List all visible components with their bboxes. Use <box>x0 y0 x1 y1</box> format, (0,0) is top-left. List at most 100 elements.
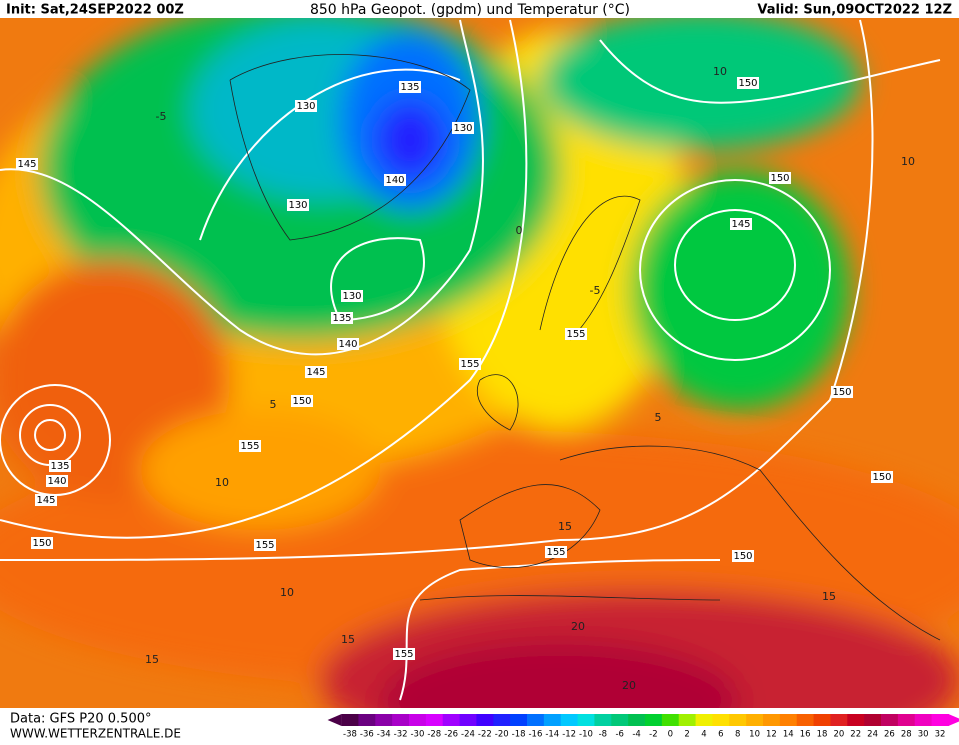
temperature-label: 20 <box>571 620 585 633</box>
temperature-label: -5 <box>590 284 601 297</box>
label-box <box>737 77 759 89</box>
geopotential-label: 130 <box>288 200 307 211</box>
scale-arrow-left <box>327 714 342 726</box>
scale-tick-label: 22 <box>850 730 861 740</box>
label-box <box>16 158 38 170</box>
scale-cell <box>813 714 831 726</box>
scale-cell <box>476 714 494 726</box>
geopotential-label: 150 <box>872 472 891 483</box>
label-box <box>871 471 893 483</box>
scale-cell <box>543 714 562 726</box>
scale-cell <box>931 714 949 726</box>
scale-cell <box>577 714 595 726</box>
scale-cell <box>527 714 545 726</box>
scale-cell <box>560 714 579 726</box>
scale-cell <box>678 714 697 726</box>
scale-cell <box>847 714 865 726</box>
scale-cell <box>661 714 680 726</box>
scale-cell <box>409 714 427 726</box>
label-box <box>831 386 853 398</box>
label-box <box>31 537 53 549</box>
scale-tick-label: -4 <box>632 730 640 740</box>
geopotential-label: 130 <box>342 291 361 302</box>
valid-time: Valid: Sun,09OCT2022 12Z <box>757 3 952 18</box>
label-box <box>393 648 415 660</box>
scale-tick-label: -38 <box>343 730 357 740</box>
scale-tick-label: -34 <box>377 730 391 740</box>
scale-tick-label: 32 <box>935 730 946 740</box>
geopotential-label: 150 <box>292 396 311 407</box>
scale-cell <box>375 714 393 726</box>
label-box <box>730 218 752 230</box>
temperature-label: 10 <box>713 65 727 78</box>
geopotential-label: 140 <box>385 175 404 186</box>
scale-cell <box>729 714 747 726</box>
scale-cell <box>712 714 730 726</box>
scale-cell <box>341 714 359 726</box>
geopotential-label: 145 <box>17 159 36 170</box>
scale-tick-label: -26 <box>444 730 458 740</box>
scale-tick-label: 16 <box>800 730 811 740</box>
scale-cell <box>830 714 848 726</box>
temperature-label: 10 <box>901 155 915 168</box>
scale-cell <box>881 714 899 726</box>
geopotential-label: 155 <box>460 359 479 370</box>
scale-tick-label: -28 <box>427 730 441 740</box>
scale-cell <box>763 714 781 726</box>
header-bar <box>0 0 959 18</box>
geopotential-label: 145 <box>36 495 55 506</box>
scale-cell <box>897 714 916 726</box>
geopotential-label: 145 <box>306 367 325 378</box>
scale-tick-label: -20 <box>495 730 509 740</box>
coastlines <box>229 54 941 641</box>
label-box <box>35 494 57 506</box>
geopotential-label: 150 <box>32 538 51 549</box>
scale-cell <box>611 714 629 726</box>
label-box <box>545 546 567 558</box>
geopotential-label: 150 <box>733 551 752 562</box>
geopotential-label: 155 <box>546 547 565 558</box>
label-box <box>305 366 327 378</box>
label-box <box>565 328 587 340</box>
geopotential-label: 155 <box>255 540 274 551</box>
scale-cell <box>628 714 646 726</box>
map-title: 850 hPa Geopot. (gpdm) und Temperatur (°… <box>310 2 630 18</box>
geopotential-label: 130 <box>296 101 315 112</box>
label-box <box>239 440 261 452</box>
scale-tick-label: 26 <box>884 730 895 740</box>
scale-tick-label: 28 <box>901 730 912 740</box>
scale-cell <box>358 714 376 726</box>
temperature-label: 15 <box>558 520 572 533</box>
scale-tick-label: -36 <box>360 730 374 740</box>
label-box <box>254 539 276 551</box>
geopotential-label: 155 <box>566 329 585 340</box>
scale-cell <box>864 714 882 726</box>
scale-tick-label: 30 <box>918 730 929 740</box>
scale-tick-label: -16 <box>528 730 542 740</box>
scale-cell <box>442 714 461 726</box>
geopotential-label: 135 <box>50 461 69 472</box>
temperature-label: 0 <box>516 224 523 237</box>
geopotential-label: 150 <box>832 387 851 398</box>
temperature-label: 20 <box>622 679 636 692</box>
temperature-label: 5 <box>655 411 662 424</box>
temperature-label: 15 <box>145 653 159 666</box>
label-box <box>295 100 317 112</box>
scale-cell <box>645 714 663 726</box>
scale-tick-label: 18 <box>817 730 828 740</box>
scale-cell <box>594 714 612 726</box>
scale-tick-label: 24 <box>867 730 878 740</box>
geopotential-label: 140 <box>47 476 66 487</box>
scale-tick-label: -14 <box>545 730 559 740</box>
label-box <box>337 338 359 350</box>
geopotential-contours <box>0 19 941 701</box>
scale-arrow-right <box>948 714 959 726</box>
scale-tick-label: -8 <box>599 730 607 740</box>
scale-tick-label: -22 <box>478 730 492 740</box>
scale-cell <box>459 714 477 726</box>
label-box <box>287 199 309 211</box>
scale-tick-label: 2 <box>684 730 689 740</box>
geopotential-label: 140 <box>338 339 357 350</box>
scale-tick-label: 20 <box>833 730 844 740</box>
label-box <box>769 172 791 184</box>
